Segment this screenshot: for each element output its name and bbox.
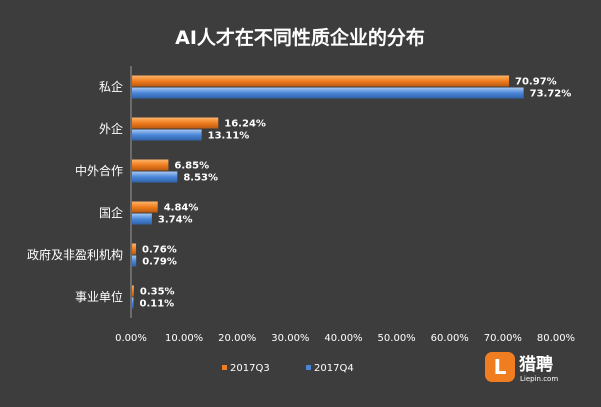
bar-2017q4-3 — [132, 213, 152, 225]
data-label: 16.24% — [224, 119, 266, 130]
bar-2017q3-2 — [132, 159, 169, 171]
legend-swatch-2017q4 — [306, 365, 311, 370]
liepin-logo: L 猎聘 Liepin.com — [485, 352, 558, 383]
logo-badge — [485, 352, 515, 382]
x-tick-labels: 0.00% 10.00% 20.00% 30.00% 40.00% 50.00% 60.00… — [115, 333, 575, 344]
x-tick-label: 80.00% — [537, 333, 575, 344]
bar-2017q3-1 — [132, 117, 219, 129]
x-tick-label: 10.00% — [165, 333, 203, 344]
bar-2017q4-5 — [132, 297, 134, 309]
bar-2017q3-4 — [132, 243, 137, 255]
bar-2017q4-4 — [132, 255, 137, 267]
logo-name: 猎聘 — [519, 354, 553, 375]
data-label: 6.85% — [174, 161, 209, 172]
category-label: 私企 — [99, 79, 123, 94]
legend: 2017Q3 2017Q4 — [222, 363, 354, 374]
data-label: 0.76% — [142, 245, 177, 256]
x-tick-label: 20.00% — [218, 333, 256, 344]
bar-2017q4-2 — [132, 171, 178, 183]
bar-2017q3-0 — [132, 75, 510, 87]
category-label: 外企 — [99, 121, 123, 136]
bar-2017q3-5 — [132, 285, 134, 297]
data-label: 0.11% — [140, 299, 175, 310]
x-tick-label: 0.00% — [115, 333, 147, 344]
data-label: 0.79% — [142, 257, 177, 268]
data-label: 0.35% — [140, 287, 175, 298]
data-label: 73.72% — [530, 89, 572, 100]
x-tick-label: 60.00% — [431, 333, 469, 344]
category-label: 中外合作 — [75, 163, 123, 178]
x-tick-label: 50.00% — [378, 333, 416, 344]
bar-2017q4-1 — [132, 129, 202, 141]
bars — [132, 75, 524, 309]
data-label: 70.97% — [515, 77, 557, 88]
data-label: 13.11% — [208, 131, 250, 142]
x-tick-label: 40.00% — [324, 333, 362, 344]
bar-2017q4-0 — [132, 87, 524, 99]
category-label: 国企 — [99, 205, 123, 220]
legend-label-2017q3: 2017Q3 — [230, 363, 270, 374]
category-label: 事业单位 — [75, 289, 123, 304]
category-label: 政府及非盈利机构 — [27, 247, 123, 262]
data-labels: 70.97%73.72% 16.24%13.11% 6.85%8.53% 4.84%3… — [140, 77, 572, 310]
x-tick-label: 70.00% — [484, 333, 522, 344]
data-label: 8.53% — [183, 173, 218, 184]
data-label: 3.74% — [158, 215, 193, 226]
chart-title: AI人才在不同性质企业的分布 — [175, 26, 425, 49]
logo-sub: Liepin.com — [520, 375, 558, 383]
data-label: 4.84% — [164, 203, 199, 214]
bar-2017q3-3 — [132, 201, 158, 213]
logo-mark-icon: L — [494, 355, 507, 379]
legend-label-2017q4: 2017Q4 — [314, 363, 354, 374]
x-tick-label: 30.00% — [271, 333, 309, 344]
legend-swatch-2017q3 — [222, 365, 227, 370]
